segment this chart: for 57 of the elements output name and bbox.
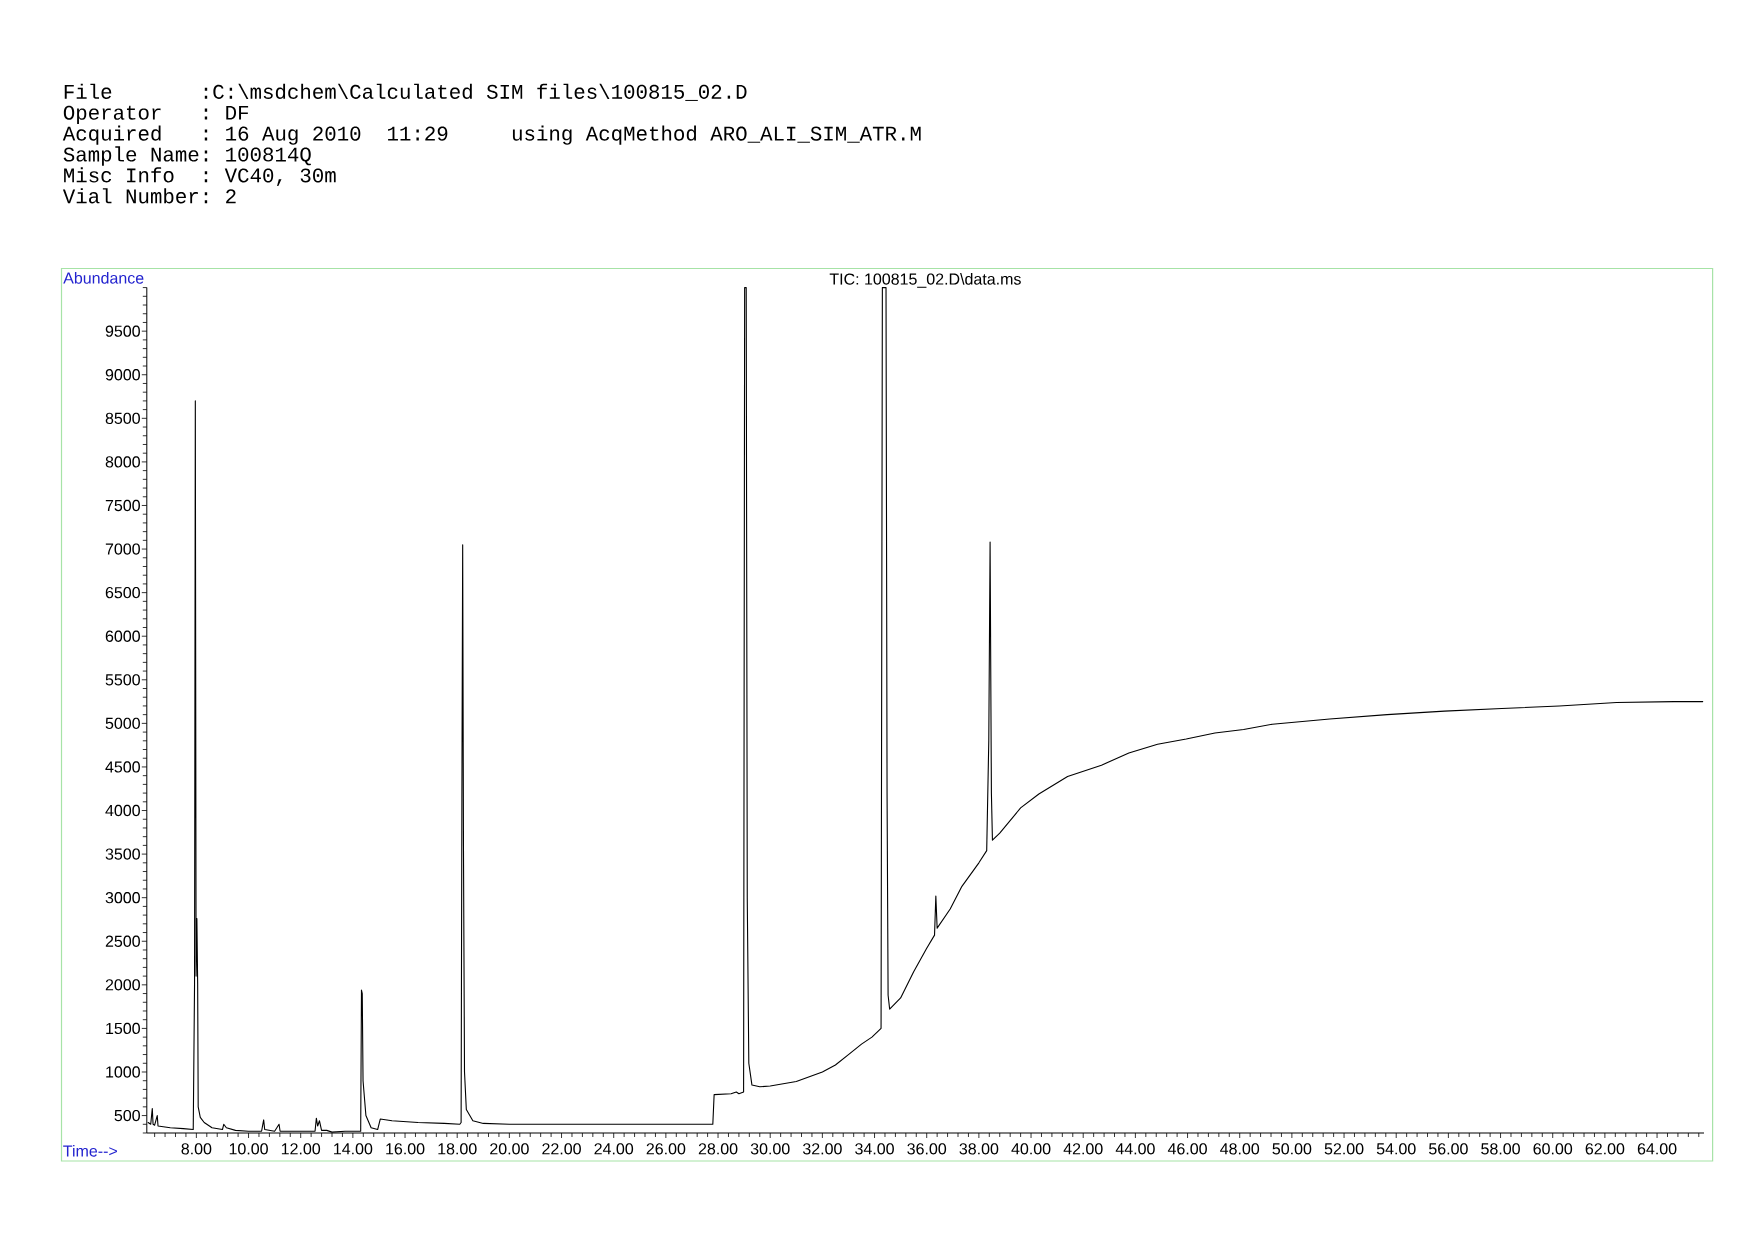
- x-tick-label: 56.00: [1429, 1143, 1468, 1155]
- x-tick-label: 12.00: [281, 1143, 321, 1155]
- x-axis-title: Time-->: [63, 1144, 117, 1157]
- x-tick-label: 42.00: [1063, 1143, 1103, 1155]
- x-tick-label: 46.00: [1167, 1143, 1207, 1155]
- y-tick-label: 3000: [105, 892, 140, 904]
- text: Acquired : 16 Aug 2010 11:29 using AcqMethod ARO_ALI_SIM_ATR.M: [62, 125, 921, 145]
- x-tick-label: 60.00: [1533, 1143, 1573, 1155]
- x-tick-label: 14.00: [334, 1143, 373, 1155]
- text: Operator : DF: [63, 105, 249, 124]
- x-tick-label: 40.00: [1011, 1143, 1051, 1155]
- y-tick-label: 2000: [105, 979, 140, 991]
- y-tick-label: 2500: [105, 935, 140, 947]
- x-tick-label: 16.00: [386, 1143, 425, 1155]
- x-tick-label: 10.00: [229, 1143, 268, 1155]
- x-tick-label: 30.00: [750, 1143, 790, 1155]
- y-tick-label: 8000: [105, 456, 140, 468]
- x-tick-label: 54.00: [1376, 1143, 1416, 1155]
- chart-title: TIC: 100815_02.D\data.ms: [829, 273, 1021, 288]
- x-tick-label: 58.00: [1481, 1143, 1520, 1155]
- y-tick-label: 3500: [105, 848, 140, 860]
- x-tick-label: 44.00: [1115, 1143, 1155, 1155]
- x-tick-label: 32.00: [802, 1143, 842, 1155]
- y-tick-label: 500: [114, 1109, 140, 1122]
- x-tick-label: 8.00: [181, 1143, 212, 1155]
- y-axis-title: Abundance: [63, 272, 144, 284]
- x-tick-label: 48.00: [1220, 1143, 1260, 1155]
- y-tick-label: 1000: [106, 1066, 140, 1078]
- x-tick-label: 24.00: [594, 1143, 634, 1155]
- y-tick-label: 9500: [105, 325, 140, 337]
- text: Vial Number: 2: [62, 188, 236, 204]
- y-tick-label: 6500: [105, 586, 140, 599]
- x-tick-label: 62.00: [1585, 1143, 1625, 1155]
- y-tick-label: 7500: [105, 499, 140, 512]
- x-tick-label: 50.00: [1272, 1143, 1312, 1155]
- x-tick-label: 22.00: [542, 1143, 581, 1155]
- text: Sample Name: 100814Q: [63, 146, 311, 166]
- x-tick-label: 18.00: [438, 1143, 477, 1155]
- y-tick-label: 9000: [105, 369, 140, 381]
- x-tick-label: 64.00: [1637, 1143, 1677, 1155]
- y-tick-label: 5500: [105, 674, 140, 686]
- x-tick-label: 20.00: [490, 1143, 529, 1155]
- x-tick-label: 36.00: [907, 1143, 947, 1155]
- y-tick-label: 8500: [105, 412, 140, 424]
- x-tick-label: 38.00: [959, 1143, 999, 1155]
- x-tick-label: 26.00: [646, 1143, 686, 1155]
- y-tick-label: 6000: [105, 630, 140, 642]
- x-tick-label: 34.00: [855, 1143, 894, 1155]
- y-tick-label: 4000: [105, 804, 140, 817]
- y-tick-label: 1500: [106, 1022, 140, 1035]
- x-tick-label: 28.00: [698, 1143, 738, 1155]
- y-tick-label: 5000: [105, 717, 140, 730]
- text: Misc Info : VC40, 30m: [64, 167, 336, 186]
- x-tick-label: 52.00: [1324, 1143, 1364, 1155]
- y-tick-label: 7000: [105, 543, 140, 555]
- text: File :C:\msdchem\Calculated SIM files\100815_02.D: [64, 83, 747, 101]
- y-tick-label: 4500: [105, 761, 140, 773]
